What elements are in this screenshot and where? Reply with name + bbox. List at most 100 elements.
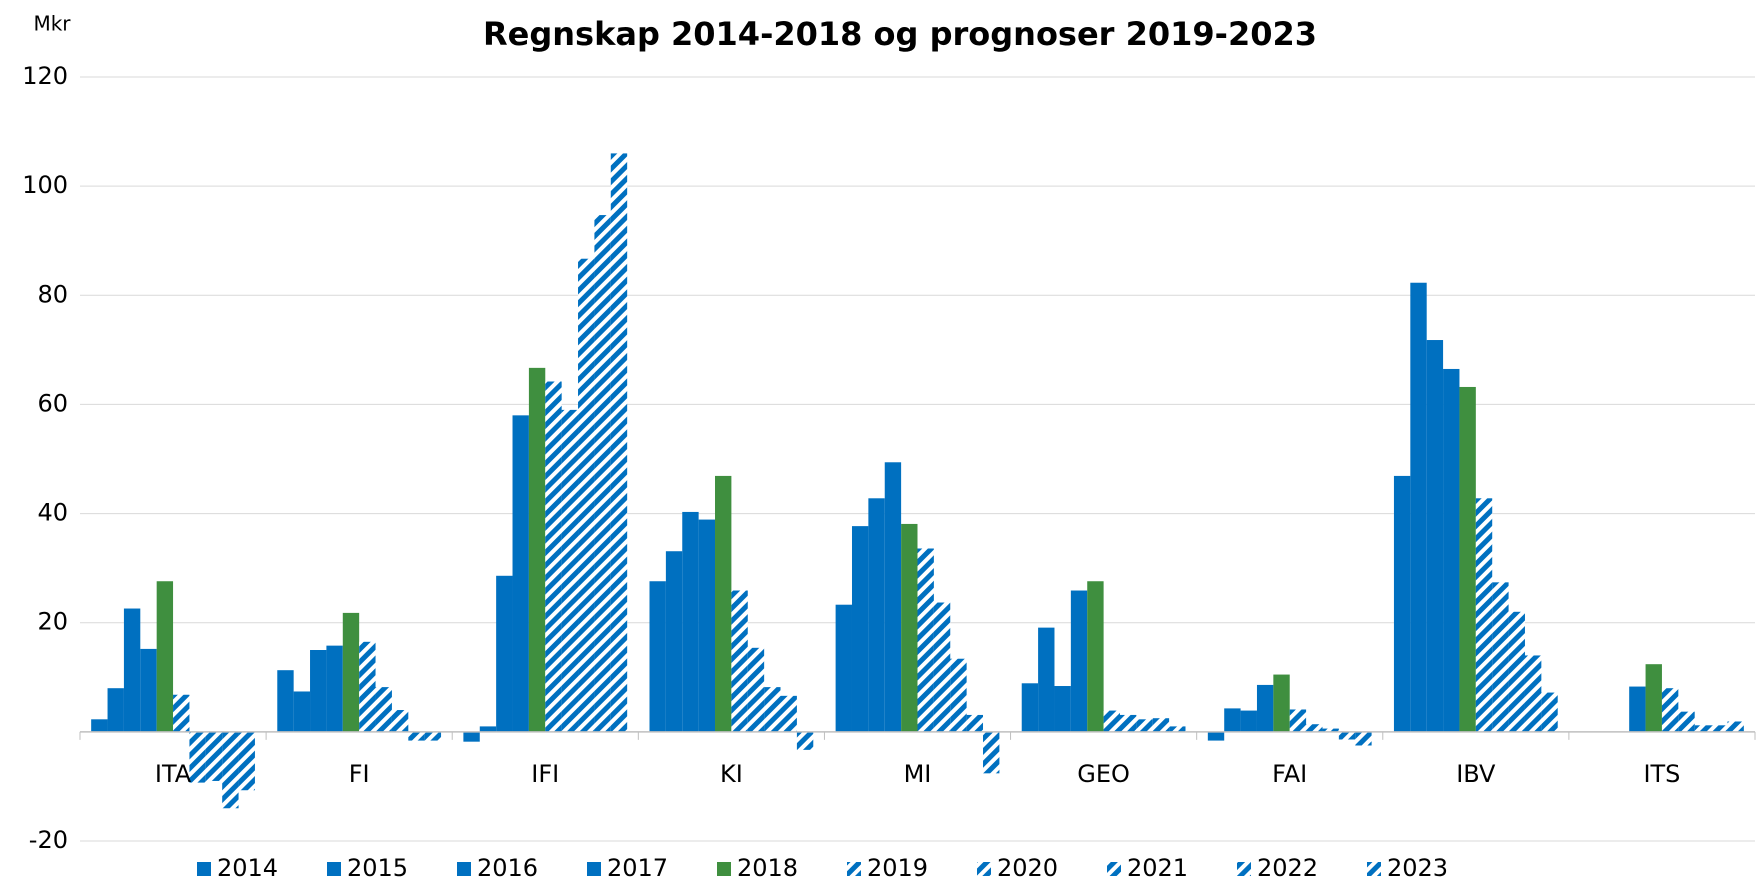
bar: [1524, 655, 1542, 732]
bar: [950, 658, 967, 732]
bar: [1338, 731, 1356, 740]
bar: [107, 688, 124, 732]
legend-label: 2021: [1127, 854, 1188, 882]
bar: [205, 731, 223, 781]
bar: [1273, 674, 1290, 732]
bar: [1355, 731, 1372, 746]
legend-swatch: [327, 862, 341, 876]
bar: [156, 581, 174, 732]
x-tick-label: IBV: [1456, 760, 1496, 788]
bar: [1629, 686, 1646, 732]
bar: [342, 612, 360, 732]
bar: [966, 714, 984, 732]
bar: [715, 475, 732, 732]
bar: [1087, 581, 1104, 732]
bar: [1711, 725, 1728, 732]
bar: [578, 258, 595, 732]
bar: [983, 731, 1000, 774]
bar: [868, 498, 885, 732]
bar: [1038, 627, 1055, 732]
bar: [901, 523, 918, 732]
bar: [1070, 590, 1088, 732]
x-tick-label: ITA: [155, 760, 192, 788]
bar: [1152, 718, 1170, 732]
bar: [851, 526, 869, 732]
legend-label: 2016: [477, 854, 538, 882]
bar: [1426, 340, 1444, 732]
bar: [764, 687, 781, 732]
legend-label: 2018: [737, 854, 798, 882]
bar: [1289, 709, 1307, 732]
bar: [884, 462, 902, 732]
y-tick-label: 20: [37, 608, 68, 636]
bar: [1694, 725, 1712, 732]
legend-swatch: [457, 862, 471, 876]
legend-swatch: [1107, 862, 1121, 876]
bar: [1136, 719, 1153, 732]
bar: [1207, 731, 1225, 741]
bar: [238, 731, 255, 791]
bar: [1508, 611, 1525, 732]
bar: [173, 694, 190, 732]
bar: [594, 215, 611, 732]
bar: [1678, 711, 1695, 732]
bar: [917, 548, 934, 732]
bar: [682, 511, 699, 732]
bar: [561, 409, 579, 732]
bar: [780, 695, 797, 732]
bar: [1661, 688, 1679, 732]
bar: [91, 719, 108, 732]
bar: [1475, 498, 1493, 732]
legend-swatch: [587, 862, 601, 876]
bar: [1021, 683, 1039, 732]
bar: [496, 575, 513, 732]
bar: [463, 731, 480, 742]
legend-label: 2014: [217, 854, 278, 882]
bar: [1443, 368, 1460, 732]
x-tick-label: FAI: [1272, 760, 1307, 788]
bar: [747, 647, 765, 732]
bar: [326, 645, 343, 732]
bar: [1322, 728, 1339, 732]
bar: [222, 731, 239, 809]
bar: [1240, 710, 1257, 732]
bar: [1169, 726, 1186, 732]
x-tick-label: GEO: [1077, 760, 1130, 788]
bar: [1119, 714, 1137, 732]
legend-label: 2023: [1387, 854, 1448, 882]
bar: [649, 581, 666, 732]
bar: [1541, 692, 1558, 732]
legend-label: 2015: [347, 854, 408, 882]
legend-label: 2022: [1257, 854, 1318, 882]
bar: [512, 415, 529, 732]
bar: [796, 731, 814, 750]
y-tick-label: 80: [37, 280, 68, 308]
y-tick-label: 60: [37, 389, 68, 417]
y-tick-label: 100: [22, 171, 68, 199]
bar: [1393, 475, 1411, 732]
bar: [545, 381, 562, 732]
legend-swatch: [977, 862, 991, 876]
bar: [277, 670, 294, 732]
bar: [293, 691, 311, 732]
legend-swatch: [847, 862, 861, 876]
bar: [1306, 724, 1323, 732]
bar: [375, 687, 392, 732]
legend-swatch: [1367, 862, 1381, 876]
y-axis-label: Mkr: [33, 12, 71, 36]
legend-swatch: [1237, 862, 1251, 876]
legend-label: 2020: [997, 854, 1058, 882]
bar: [1224, 708, 1241, 732]
bar: [1054, 686, 1071, 732]
bar: [528, 367, 546, 732]
y-tick-label: 120: [22, 62, 68, 90]
bar: [731, 590, 748, 732]
bar: [424, 731, 442, 741]
bar: [1103, 710, 1120, 732]
bar: [359, 641, 376, 732]
bar: [698, 519, 716, 732]
bar: [1256, 684, 1274, 732]
legend-swatch: [197, 862, 211, 876]
